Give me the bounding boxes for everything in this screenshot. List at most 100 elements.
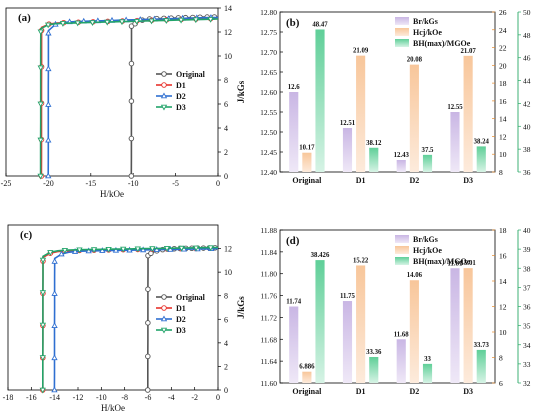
y-tick-label: 2 — [224, 148, 228, 157]
hcj-axis-tick-label: 20 — [499, 61, 507, 70]
bar — [369, 356, 379, 383]
legend-label: D3 — [176, 103, 186, 112]
bar — [450, 112, 460, 172]
data-point — [104, 19, 111, 26]
x-tick-label: -5 — [172, 179, 179, 188]
data-point — [177, 17, 185, 24]
data-point — [44, 22, 52, 29]
bar-value-label: 12.55 — [447, 104, 463, 111]
panel-label: (a) — [18, 12, 31, 24]
legend-label: BH(max)/MGOe — [413, 39, 471, 48]
data-point — [207, 245, 214, 252]
bhmax-axis-tick-label: 42 — [523, 99, 531, 108]
bar-value-label: 15.22 — [353, 257, 369, 264]
data-point — [37, 29, 44, 36]
y-tick-label: 0 — [224, 386, 228, 395]
bars-br-kgs: 11.74 11.75 11.68 11.81 — [286, 260, 463, 383]
data-point — [39, 322, 47, 329]
hcj-axis-tick-label: 6 — [499, 379, 503, 388]
bars-bh-max-mgoe: 48.47 38.12 37.5 38.24 — [312, 21, 490, 172]
hcj-axis-tick-label: 16 — [499, 252, 507, 261]
data-point — [37, 173, 44, 180]
data-point — [71, 248, 79, 254]
data-point — [37, 65, 44, 72]
data-point — [58, 250, 65, 257]
data-point — [76, 247, 83, 254]
data-point — [145, 387, 151, 393]
series-original — [128, 14, 218, 179]
data-point — [51, 322, 58, 329]
bar — [289, 92, 299, 172]
y-tick-label: 4 — [224, 339, 228, 348]
bar — [476, 349, 486, 383]
bars-bh-max-mgoe: 38.426 33.36 33 33.73 — [311, 252, 490, 383]
legend-label: D3 — [176, 326, 186, 335]
legend-label: D1 — [176, 81, 186, 90]
bhmax-axis-tick-label: 34 — [523, 341, 531, 350]
y-tick-label: 14 — [224, 4, 232, 13]
series-d2 — [51, 245, 219, 393]
left-axis-tick-label: 12.40 — [260, 168, 277, 177]
category-label-d3: D3 — [463, 176, 473, 185]
x-tick-label: -4 — [168, 393, 175, 402]
left-axis-tick-label: 11.60 — [260, 379, 277, 388]
data-point — [128, 98, 135, 104]
panel-d-magnetic-properties-bars: 11.60 11.64 11.68 11.72 11.76 11.80 11.84 11.88… — [260, 226, 530, 396]
legend-label: BH(max)/MGOe — [413, 257, 471, 266]
data-point — [37, 101, 44, 108]
left-axis-tick-label: 11.88 — [260, 226, 277, 235]
data-point — [37, 137, 44, 144]
left-axis-tick-label: 11.64 — [260, 357, 277, 366]
data-point — [51, 354, 58, 361]
hcj-axis-tick-label: 10 — [499, 150, 507, 159]
data-point — [128, 173, 135, 179]
data-point — [45, 29, 52, 36]
category-label-d1: D1 — [356, 176, 366, 185]
data-point — [45, 101, 52, 107]
data-point — [167, 245, 174, 252]
data-point — [39, 290, 47, 296]
bhmax-axis-tick-label: 33 — [523, 360, 531, 369]
hcj-axis-tick-label: 8 — [499, 354, 503, 363]
data-point — [153, 246, 160, 252]
x-tick-label: -20 — [43, 179, 54, 188]
bar — [409, 64, 419, 172]
y-tick-label: 10 — [224, 268, 232, 277]
legend-marker — [161, 294, 167, 300]
bar-value-label: 12.51 — [340, 120, 356, 127]
legend-marker — [160, 104, 168, 111]
bar — [450, 268, 460, 383]
bar-value-label: 20.08 — [407, 57, 423, 64]
data-point — [163, 246, 171, 252]
hcj-axis-tick-label: 24 — [499, 26, 507, 35]
bar — [342, 128, 353, 172]
bar — [315, 29, 325, 172]
bar — [476, 146, 486, 172]
bar — [422, 363, 433, 383]
series-line — [130, 16, 218, 177]
data-point — [45, 136, 52, 143]
legend-marker — [161, 71, 167, 77]
bar-value-label: 37.5 — [422, 147, 434, 154]
category-label-original: Original — [292, 387, 322, 396]
legend-label: Br/kGs — [413, 235, 438, 244]
bar-value-label: 15.01 — [460, 260, 476, 267]
bar — [422, 154, 433, 172]
legend-label: D2 — [176, 315, 186, 324]
legend-label: D2 — [176, 92, 186, 101]
x-tick-label: -2 — [191, 393, 198, 402]
left-axis-tick-label: 12.45 — [260, 148, 277, 157]
bar-value-label: 48.47 — [312, 21, 328, 28]
legend-swatch — [395, 257, 409, 265]
left-axis-tick-label: 11.68 — [260, 335, 277, 344]
legend-marker — [161, 82, 167, 88]
panel-label: (b) — [286, 17, 300, 29]
data-point — [112, 246, 120, 253]
data-point — [145, 353, 151, 360]
bar-value-label: 33 — [424, 356, 431, 363]
data-point — [90, 247, 98, 253]
category-label-d2: D2 — [409, 387, 419, 396]
bar — [463, 55, 473, 173]
left-axis-tick-label: 11.72 — [260, 313, 277, 322]
bhmax-axis-tick-label: 46 — [523, 54, 531, 63]
